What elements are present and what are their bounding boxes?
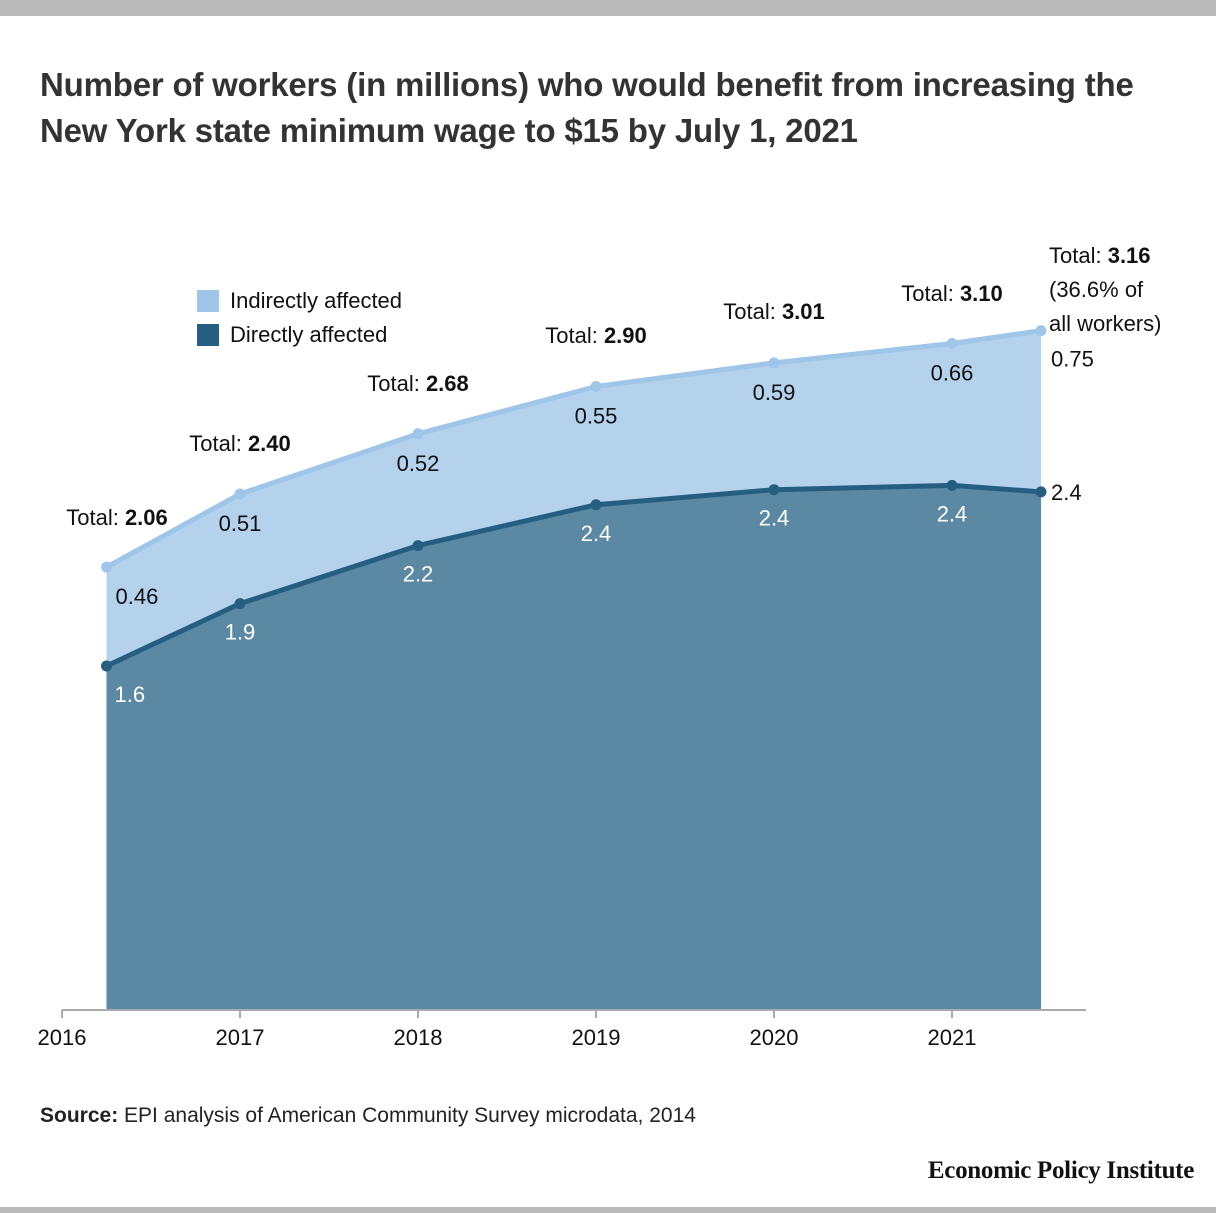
total-label-prefix: Total: bbox=[66, 505, 125, 530]
total-label-value: 3.01 bbox=[782, 299, 825, 324]
legend-item-indirectly-affected: Indirectly affected bbox=[197, 284, 402, 318]
data-label-directly-affected: 1.9 bbox=[225, 620, 256, 645]
data-label-directly-affected: 2.4 bbox=[937, 501, 968, 526]
data-label-directly-affected: 2.4 bbox=[1051, 480, 1082, 505]
total-label: Total: 2.68 bbox=[367, 371, 469, 396]
chart-title: Number of workers (in millions) who woul… bbox=[40, 66, 1134, 149]
point-total bbox=[101, 561, 112, 573]
x-tick-label: 2021 bbox=[928, 1025, 977, 1050]
total-label-prefix: Total: bbox=[545, 323, 604, 348]
top-border-bar bbox=[0, 0, 1216, 16]
data-label-directly-affected: 1.6 bbox=[115, 682, 146, 707]
point-directly-affected bbox=[590, 499, 602, 511]
annotation-share-of-workers: all workers) bbox=[1049, 311, 1161, 336]
data-label-directly-affected: 2.4 bbox=[759, 506, 790, 531]
bottom-border-bar bbox=[0, 1207, 1216, 1213]
point-total bbox=[412, 428, 424, 440]
x-tick-label: 2018 bbox=[394, 1025, 443, 1050]
total-label: Total: 3.01 bbox=[723, 299, 825, 324]
point-total bbox=[590, 381, 602, 392]
total-label-value: 2.06 bbox=[125, 505, 168, 530]
data-label-directly-affected: 2.4 bbox=[581, 521, 612, 546]
total-label-value: 2.90 bbox=[604, 323, 647, 348]
data-label-indirectly-affected: 0.59 bbox=[753, 380, 796, 405]
source-label: Source: bbox=[40, 1104, 119, 1127]
data-label-indirectly-affected: 0.66 bbox=[931, 361, 974, 386]
total-label-prefix: Total: bbox=[723, 299, 782, 324]
point-directly-affected bbox=[234, 598, 246, 610]
point-directly-affected bbox=[768, 484, 780, 496]
legend-swatch-direct bbox=[197, 324, 219, 346]
chart-legend: Indirectly affected Directly affected bbox=[197, 284, 402, 352]
total-label-value: 3.16 bbox=[1108, 243, 1151, 268]
legend-label: Indirectly affected bbox=[230, 288, 403, 313]
point-directly-affected bbox=[1035, 486, 1047, 498]
x-tick-label: 2016 bbox=[38, 1025, 87, 1050]
total-label-prefix: Total: bbox=[367, 371, 426, 396]
point-total bbox=[768, 357, 780, 369]
total-label-value: 3.10 bbox=[960, 281, 1003, 306]
x-tick-label: 2019 bbox=[572, 1025, 621, 1050]
annotation-share-of-workers: (36.6% of bbox=[1049, 277, 1144, 302]
data-label-indirectly-affected: 0.55 bbox=[575, 404, 618, 429]
x-tick-label: 2017 bbox=[216, 1025, 265, 1050]
data-label-directly-affected: 2.2 bbox=[403, 562, 434, 587]
x-tick-label: 2020 bbox=[750, 1025, 799, 1050]
data-label-indirectly-affected: 0.75 bbox=[1051, 347, 1094, 372]
point-directly-affected bbox=[101, 660, 112, 672]
legend-label: Directly affected bbox=[230, 322, 388, 347]
point-directly-affected bbox=[412, 540, 424, 552]
area-directly-affected bbox=[106, 485, 1041, 1010]
legend-item-directly-affected: Directly affected bbox=[197, 318, 402, 352]
point-total bbox=[1035, 325, 1047, 337]
total-label: Total: 3.16 bbox=[1049, 243, 1151, 268]
data-label-indirectly-affected: 0.52 bbox=[397, 451, 440, 476]
total-label-prefix: Total: bbox=[189, 431, 248, 456]
total-label: Total: 3.10 bbox=[901, 281, 1003, 306]
data-label-indirectly-affected: 0.46 bbox=[116, 584, 159, 609]
total-label: Total: 2.06 bbox=[66, 505, 168, 530]
total-label: Total: 2.40 bbox=[189, 431, 291, 456]
total-label-prefix: Total: bbox=[901, 281, 960, 306]
point-directly-affected bbox=[946, 479, 958, 491]
total-label: Total: 2.90 bbox=[545, 323, 647, 348]
source-text: EPI analysis of American Community Surve… bbox=[118, 1104, 696, 1127]
point-total bbox=[946, 338, 958, 349]
point-total bbox=[234, 488, 246, 500]
total-label-value: 2.68 bbox=[426, 371, 469, 396]
source-note: Source: EPI analysis of American Communi… bbox=[40, 1104, 696, 1128]
legend-swatch-indirect bbox=[197, 290, 219, 312]
brand-logo-text: Economic Policy Institute bbox=[927, 1157, 1194, 1184]
total-label-value: 2.40 bbox=[248, 431, 291, 456]
total-label-prefix: Total: bbox=[1049, 243, 1108, 268]
area-indirectly-affected bbox=[106, 330, 1041, 666]
data-label-indirectly-affected: 0.51 bbox=[219, 511, 262, 536]
